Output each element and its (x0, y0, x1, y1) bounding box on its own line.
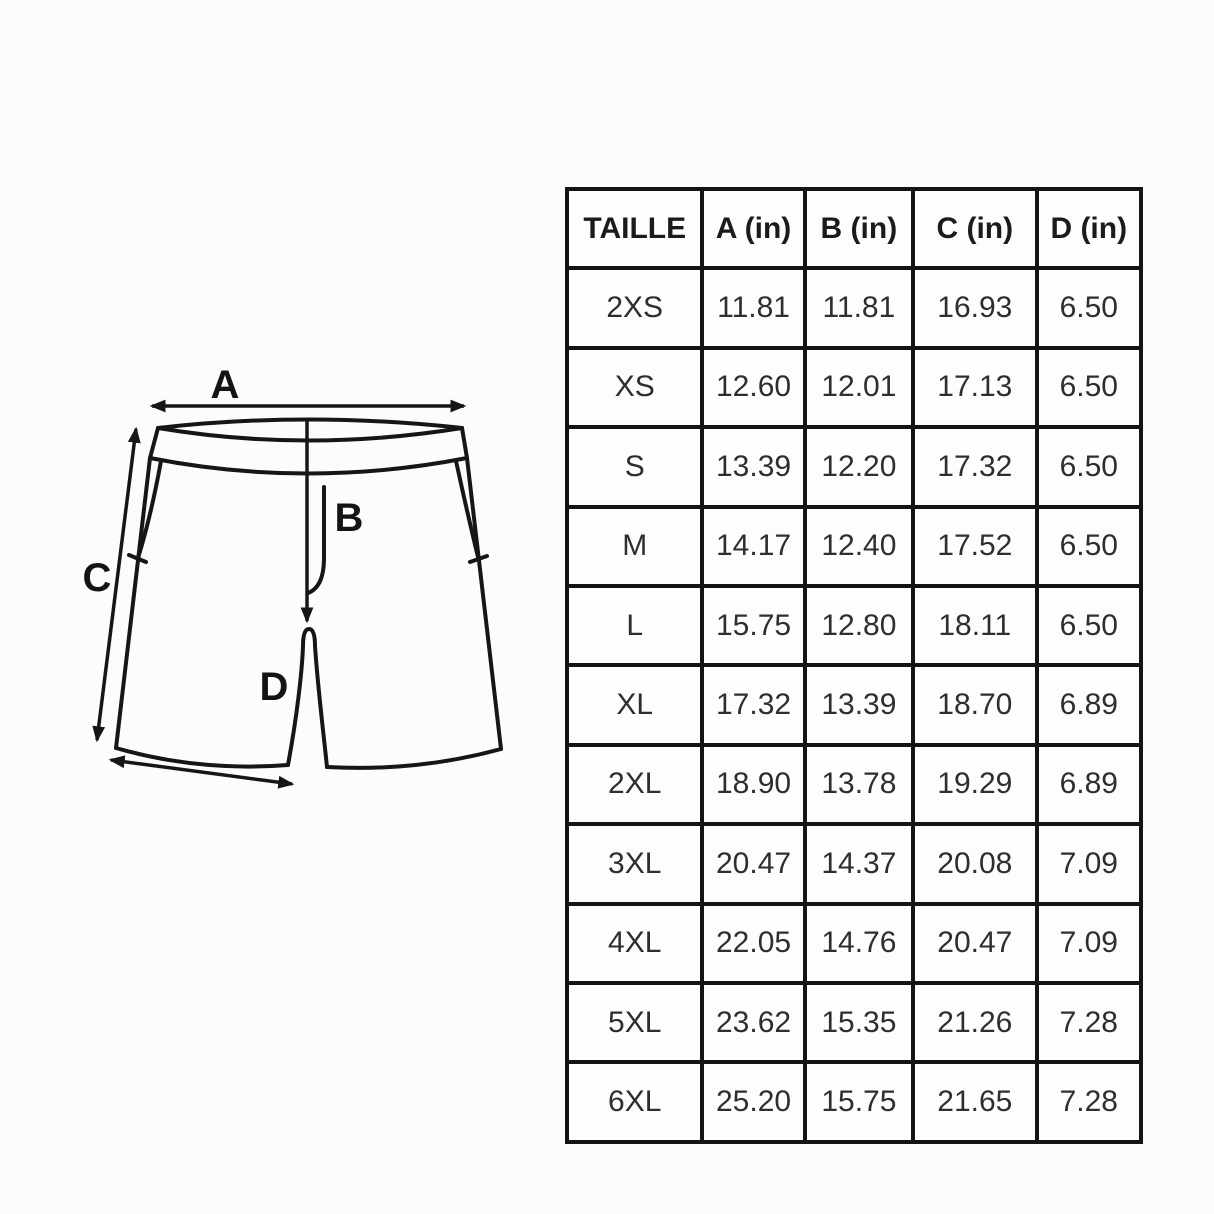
value-cell-a: 15.75 (700, 583, 807, 668)
size-cell: 2XS (564, 266, 705, 350)
value-cell-c: 17.13 (911, 345, 1039, 430)
waist-opening-bottom-edge (156, 426, 464, 443)
value-cell-c: 21.65 (911, 1060, 1039, 1144)
column-header-a: A (in) (700, 186, 807, 271)
measure-arrow-d-leg-opening (108, 755, 295, 789)
value-cell-d: 7.28 (1034, 1060, 1144, 1144)
column-header-c: C (in) (911, 186, 1039, 271)
dim-label-c: C (83, 556, 112, 600)
value-cell-d: 6.50 (1034, 266, 1144, 350)
waist-opening-top-edge (156, 417, 464, 430)
value-cell-b: 12.20 (802, 425, 916, 509)
table-row: 3XL 20.47 14.37 20.08 7.09 (564, 822, 1144, 906)
size-cell: 4XL (564, 901, 705, 985)
dim-label-d: D (260, 665, 289, 709)
size-cell: XL (564, 663, 705, 747)
table-row: S 13.39 12.20 17.32 6.50 (564, 425, 1144, 509)
size-cell: 2XL (564, 742, 705, 827)
value-cell-a: 12.60 (700, 345, 807, 430)
value-cell-a: 25.20 (700, 1060, 807, 1144)
size-table: TAILLE A (in) B (in) C (in) D (in) 2XS 1… (564, 186, 1144, 1144)
value-cell-b: 14.76 (802, 901, 916, 985)
fly-stitch-line (306, 485, 326, 595)
right-pocket-opening (454, 459, 480, 559)
table-header-row: TAILLE A (in) B (in) C (in) D (in) (564, 186, 1144, 271)
value-cell-d: 6.50 (1034, 425, 1144, 509)
shorts-technical-drawing: A B C D (83, 363, 503, 789)
value-cell-b: 13.78 (802, 742, 916, 827)
right-outer-seam (465, 456, 503, 751)
waistband-left-edge (148, 426, 160, 460)
value-cell-a: 23.62 (700, 980, 807, 1065)
table-row: 6XL 25.20 15.75 21.65 7.28 (564, 1060, 1144, 1144)
size-cell: M (564, 504, 705, 588)
value-cell-a: 13.39 (700, 425, 807, 509)
table-row: 2XL 18.90 13.78 19.29 6.89 (564, 742, 1144, 827)
value-cell-d: 6.89 (1034, 742, 1144, 827)
value-cell-b: 15.35 (802, 980, 916, 1065)
value-cell-a: 20.47 (700, 822, 807, 906)
value-cell-b: 13.39 (802, 663, 916, 747)
table-row: L 15.75 12.80 18.11 6.50 (564, 583, 1144, 668)
dim-label-b: B (335, 496, 364, 540)
value-cell-b: 12.80 (802, 583, 916, 668)
size-cell: L (564, 583, 705, 668)
measure-arrow-c-side-length (92, 426, 141, 743)
waistband-right-edge (460, 426, 469, 460)
size-cell: 5XL (564, 980, 705, 1065)
value-cell-d: 6.50 (1034, 504, 1144, 588)
value-cell-a: 17.32 (700, 663, 807, 747)
value-cell-c: 21.26 (911, 980, 1039, 1065)
size-cell: S (564, 425, 705, 509)
value-cell-a: 18.90 (700, 742, 807, 827)
value-cell-d: 7.09 (1034, 901, 1144, 985)
value-cell-d: 7.09 (1034, 822, 1144, 906)
table-row: XL 17.32 13.39 18.70 6.89 (564, 663, 1144, 747)
value-cell-a: 22.05 (700, 901, 807, 985)
value-cell-b: 12.40 (802, 504, 916, 588)
left-inner-seam (286, 644, 305, 767)
size-cell: 6XL (564, 1060, 705, 1144)
value-cell-c: 19.29 (911, 742, 1039, 827)
value-cell-c: 18.11 (911, 583, 1039, 668)
table-row: 2XS 11.81 11.81 16.93 6.50 (564, 266, 1144, 350)
value-cell-a: 14.17 (700, 504, 807, 588)
right-pocket-tick (468, 554, 489, 564)
value-cell-d: 7.28 (1034, 980, 1144, 1065)
dim-label-a: A (211, 363, 240, 407)
column-header-d: D (in) (1034, 186, 1144, 271)
value-cell-a: 11.81 (700, 266, 807, 350)
value-cell-c: 20.08 (911, 822, 1039, 906)
column-header-taille: TAILLE (564, 186, 705, 271)
size-cell: XS (564, 345, 705, 430)
value-cell-d: 6.50 (1034, 583, 1144, 668)
value-cell-b: 11.81 (802, 266, 916, 350)
table-row: 5XL 23.62 15.35 21.26 7.28 (564, 980, 1144, 1065)
right-inner-seam (313, 644, 329, 769)
value-cell-c: 16.93 (911, 266, 1039, 350)
value-cell-b: 15.75 (802, 1060, 916, 1144)
value-cell-c: 18.70 (911, 663, 1039, 747)
value-cell-c: 20.47 (911, 901, 1039, 985)
size-cell: 3XL (564, 822, 705, 906)
value-cell-d: 6.50 (1034, 345, 1144, 430)
value-cell-b: 14.37 (802, 822, 916, 906)
value-cell-c: 17.32 (911, 425, 1039, 509)
right-leg-hem (325, 747, 503, 770)
left-outer-seam (114, 456, 152, 750)
value-cell-c: 17.52 (911, 504, 1039, 588)
value-cell-b: 12.01 (802, 345, 916, 430)
column-header-b: B (in) (802, 186, 916, 271)
table-row: 4XL 22.05 14.76 20.47 7.09 (564, 901, 1144, 985)
value-cell-d: 6.89 (1034, 663, 1144, 747)
table-row: XS 12.60 12.01 17.13 6.50 (564, 345, 1144, 430)
crotch-notch (301, 627, 317, 648)
table-row: M 14.17 12.40 17.52 6.50 (564, 504, 1144, 588)
